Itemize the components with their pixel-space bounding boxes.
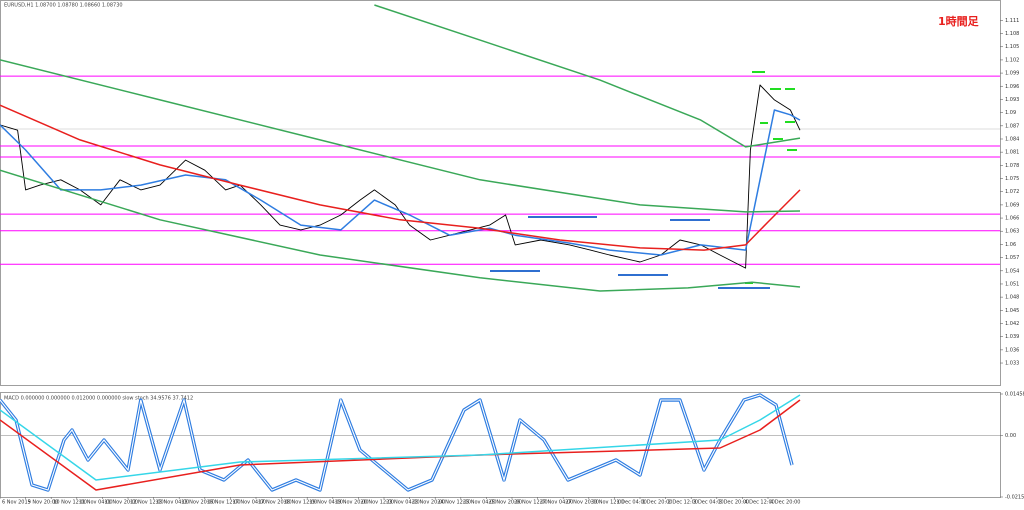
y-tick-label: 1.039 [1005,334,1019,340]
x-tick-label: 11 Nov 04:00 [79,500,113,506]
y-tick-label: 1.093 [1005,97,1019,103]
y-tick-label: 1.051 [1005,281,1019,287]
y-tick-label: 1.111 [1005,18,1019,24]
x-tick-label: 25 Nov 20:00 [488,500,522,506]
y-tick-label: 1.042 [1005,321,1019,327]
x-tick-label: 25 Nov 04:00 [463,500,497,506]
series-line [0,394,801,481]
x-tick-label: 1 Dec 04:00 [616,500,646,506]
series-line [0,84,801,269]
y-tick-label: 1.057 [1005,255,1019,261]
x-tick-label: 1 Dec 20:00 [642,500,672,506]
x-tick-label: 17 Nov 20:00 [258,500,292,506]
y-tick-label: 1.033 [1005,361,1019,367]
x-tick-label: 10 Nov 12:00 [53,500,87,506]
y-tick-label: 1.102 [1005,57,1019,63]
y-tick-label: 1.096 [1005,84,1019,90]
y-tick-label: 1.078 [1005,163,1019,169]
y-tick-label: 1.066 [1005,216,1019,222]
series-line [0,59,801,213]
y-tick-label: 0.00 [1005,433,1016,439]
series-line [0,169,801,292]
y-tick-label: 1.105 [1005,44,1019,50]
y-tick-label: 1.072 [1005,189,1019,195]
x-tick-label: 23 Nov 04:00 [386,500,420,506]
x-tick-label: 4 Dec 12:00 [744,500,774,506]
y-tick-label: 1.09 [1005,110,1016,116]
y-tick-label: 1.06 [1005,242,1016,248]
x-tick-label: 27 Nov 20:00 [565,500,599,506]
x-tick-label: 18 Nov 12:00 [284,500,318,506]
x-tick-label: 4 Dec 20:00 [770,500,800,506]
y-tick-label: 0.014589 [1005,392,1024,398]
series-line [0,109,801,256]
series-line [0,104,801,251]
annotation: 1時間足 [938,14,980,28]
x-tick-label: 30 Nov 12:00 [591,500,625,506]
x-tick-label: 3 Dec 04:00 [693,500,723,506]
x-tick-label: 9 Nov 20:00 [28,500,59,506]
y-tick-label: 1.108 [1005,31,1019,37]
y-tick-label: 1.063 [1005,229,1019,235]
x-tick-label: 23 Nov 20:00 [412,500,446,506]
x-tick-label: 3 Dec 20:00 [719,500,749,506]
x-tick-label: 24 Nov 12:00 [437,500,471,506]
main-frame [0,0,1001,386]
y-tick-label: 1.036 [1005,347,1019,353]
x-tick-label: 26 Nov 12:00 [514,500,548,506]
y-tick-label: 1.075 [1005,176,1019,182]
y-tick-label: -0.021577 [1005,495,1024,501]
swing-marks [745,71,797,284]
y-tick-label: 1.084 [1005,136,1019,142]
y-tick-label: 1.048 [1005,295,1019,301]
indicator-frame [0,392,1001,498]
x-tick-label: 19 Nov 20:00 [335,500,369,506]
indicator-title: MACD 0.000000 0.000000 0.012000 0.000000… [4,396,193,402]
x-tick-label: 27 Nov 04:00 [540,500,574,506]
x-tick-label: 16 Nov 12:00 [207,500,241,506]
y-tick-label: 1.087 [1005,123,1019,129]
x-tick-label: 20 Nov 12:00 [360,500,394,506]
x-tick-label: 13 Nov 20:00 [181,500,215,506]
y-tick-label: 1.081 [1005,150,1019,156]
x-tick-label: 2 Dec 12:00 [668,500,698,506]
chart-title: EURUSD,H1 1.08700 1.08780 1.08660 1.0873… [4,3,123,9]
y-tick-label: 1.054 [1005,268,1019,274]
x-tick-label: 19 Nov 04:00 [309,500,343,506]
support-marks [490,216,770,289]
y-tick-label: 1.069 [1005,202,1019,208]
y-tick-label: 1.045 [1005,308,1019,314]
x-tick-label: 6 Nov 2015 [2,500,31,506]
x-tick-label: 17 Nov 04:00 [232,500,266,506]
x-tick-label: 12 Nov 12:00 [130,500,164,506]
x-tick-label: 11 Nov 20:00 [104,500,138,506]
series-line [374,4,801,148]
x-tick-label: 13 Nov 04:00 [156,500,190,506]
y-tick-label: 1.099 [1005,71,1019,77]
